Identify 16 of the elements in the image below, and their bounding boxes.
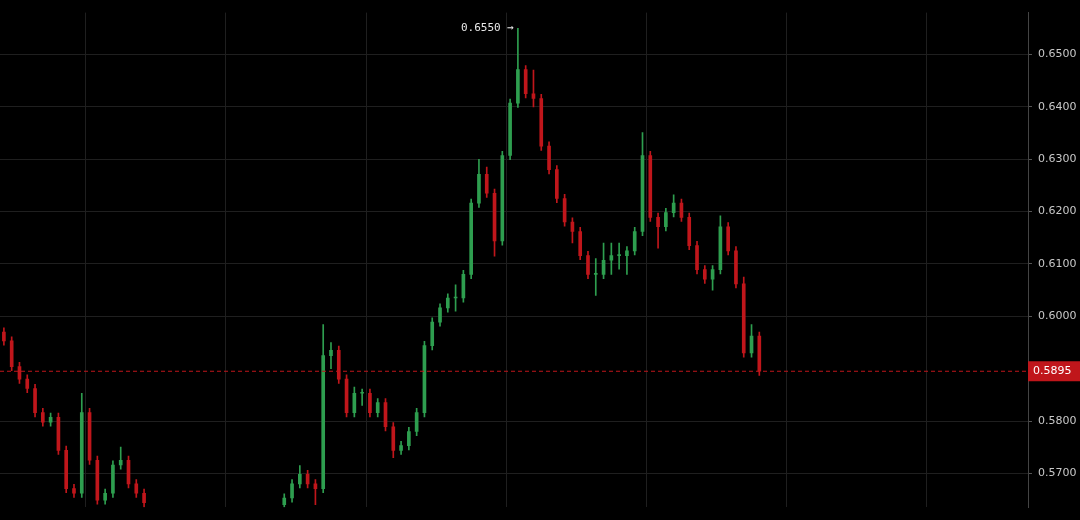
- candlestick: [593, 258, 598, 296]
- annotation: 0.6550 →: [460, 21, 515, 35]
- candlestick: [625, 246, 629, 275]
- y-tick-label: 0.5800: [1038, 413, 1077, 427]
- y-tick-label: 0.6300: [1038, 152, 1077, 166]
- y-tick-label: 0.6500: [1038, 47, 1077, 61]
- ref-line-label: 0.5895: [1033, 364, 1072, 378]
- candlestick: [118, 446, 123, 470]
- y-tick-label: 0.6100: [1038, 256, 1077, 270]
- candlestick: [360, 388, 364, 406]
- y-tick-label: 0.5700: [1038, 466, 1077, 480]
- candlestick: [329, 342, 333, 369]
- y-tick-label: 0.6200: [1038, 204, 1077, 218]
- candlestick: [617, 242, 621, 270]
- y-tick-label: 0.6400: [1038, 99, 1077, 113]
- y-tick-label: 0.6000: [1038, 309, 1077, 323]
